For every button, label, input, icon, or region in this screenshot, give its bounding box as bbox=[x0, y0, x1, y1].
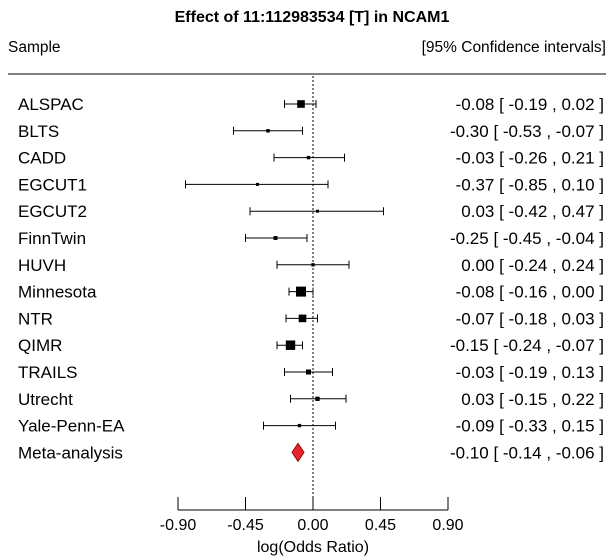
study-rows: ALSPAC -0.08 [ -0.19 , 0.02 ] BLTS -0.30 [ … bbox=[18, 95, 604, 462]
study-estimate-text: -0.08 [ -0.16 , 0.00 ] bbox=[456, 283, 604, 302]
study-row: HUVH 0.00 [ -0.24 , 0.24 ] bbox=[18, 256, 604, 275]
x-axis-label: log(Odds Ratio) bbox=[257, 539, 369, 556]
study-estimate-text: -0.03 [ -0.26 , 0.21 ] bbox=[456, 149, 604, 168]
study-label: NTR bbox=[18, 309, 53, 328]
study-label: EGCUT1 bbox=[18, 175, 87, 194]
point-estimate-marker bbox=[296, 286, 306, 297]
x-tick-label: -0.90 bbox=[160, 517, 197, 534]
study-label: QIMR bbox=[18, 336, 62, 355]
study-label: Utrecht bbox=[18, 390, 73, 409]
study-label: Yale-Penn-EA bbox=[18, 417, 125, 436]
study-row: Utrecht 0.03 [ -0.15 , 0.22 ] bbox=[18, 390, 604, 409]
x-tick-label: 0.45 bbox=[365, 517, 396, 534]
x-tick-label: -0.45 bbox=[227, 517, 264, 534]
study-estimate-text: -0.07 [ -0.18 , 0.03 ] bbox=[456, 309, 604, 328]
point-estimate-marker bbox=[298, 314, 307, 323]
point-estimate-marker bbox=[297, 423, 302, 428]
point-estimate-marker bbox=[316, 209, 319, 213]
summary-diamond bbox=[291, 442, 305, 463]
study-row: Minnesota -0.08 [ -0.16 , 0.00 ] bbox=[18, 283, 604, 302]
summary-estimate-text: -0.10 [ -0.14 , -0.06 ] bbox=[450, 443, 604, 462]
study-label: FinnTwin bbox=[18, 229, 86, 248]
point-estimate-marker bbox=[306, 155, 311, 160]
point-estimate-marker bbox=[315, 396, 320, 401]
study-row: QIMR -0.15 [ -0.24 , -0.07 ] bbox=[18, 336, 604, 355]
point-estimate-marker bbox=[273, 236, 278, 240]
study-row: FinnTwin -0.25 [ -0.45 , -0.04 ] bbox=[18, 229, 604, 248]
summary-row: Meta-analysis -0.10 [ -0.14 , -0.06 ] bbox=[18, 442, 604, 463]
study-row: NTR -0.07 [ -0.18 , 0.03 ] bbox=[18, 309, 604, 328]
point-estimate-marker bbox=[297, 100, 305, 108]
study-label: TRAILS bbox=[18, 363, 78, 382]
study-label: EGCUT2 bbox=[18, 202, 87, 221]
study-row: CADD -0.03 [ -0.26 , 0.21 ] bbox=[18, 149, 604, 168]
x-tick-label: 0.00 bbox=[297, 517, 328, 534]
study-estimate-text: 0.03 [ -0.15 , 0.22 ] bbox=[461, 390, 604, 409]
point-estimate-marker bbox=[266, 129, 270, 133]
study-row: EGCUT1 -0.37 [ -0.85 , 0.10 ] bbox=[18, 175, 604, 194]
study-row: BLTS -0.30 [ -0.53 , -0.07 ] bbox=[18, 122, 604, 141]
study-estimate-text: -0.08 [ -0.19 , 0.02 ] bbox=[456, 95, 604, 114]
study-estimate-text: -0.09 [ -0.33 , 0.15 ] bbox=[456, 417, 604, 436]
study-row: TRAILS -0.03 [ -0.19 , 0.13 ] bbox=[18, 363, 604, 382]
study-estimate-text: 0.03 [ -0.42 , 0.47 ] bbox=[461, 202, 604, 221]
study-estimate-text: -0.37 [ -0.85 , 0.10 ] bbox=[456, 175, 604, 194]
study-label: ALSPAC bbox=[18, 95, 84, 114]
x-axis: -0.90 -0.45 0.00 0.45 0.90 bbox=[160, 497, 464, 534]
study-estimate-text: -0.30 [ -0.53 , -0.07 ] bbox=[450, 122, 604, 141]
chart-title: Effect of 11:112983534 [T] in NCAM1 bbox=[175, 9, 450, 26]
study-label: HUVH bbox=[18, 256, 66, 275]
x-tick-label: 0.90 bbox=[432, 517, 463, 534]
study-label: CADD bbox=[18, 149, 66, 168]
study-row: Yale-Penn-EA -0.09 [ -0.33 , 0.15 ] bbox=[18, 417, 604, 436]
ci-column-header: [95% Confidence intervals] bbox=[422, 39, 606, 56]
study-estimate-text: -0.15 [ -0.24 , -0.07 ] bbox=[450, 336, 604, 355]
study-row: EGCUT2 0.03 [ -0.42 , 0.47 ] bbox=[18, 202, 604, 221]
summary-label: Meta-analysis bbox=[18, 443, 123, 462]
point-estimate-marker bbox=[256, 182, 259, 186]
study-estimate-text: -0.03 [ -0.19 , 0.13 ] bbox=[456, 363, 604, 382]
point-estimate-marker bbox=[285, 340, 296, 350]
study-label: Minnesota bbox=[18, 283, 97, 302]
sample-column-header: Sample bbox=[8, 39, 61, 56]
study-estimate-text: -0.25 [ -0.45 , -0.04 ] bbox=[450, 229, 604, 248]
point-estimate-marker bbox=[306, 369, 311, 375]
study-label: BLTS bbox=[18, 122, 59, 141]
study-estimate-text: 0.00 [ -0.24 , 0.24 ] bbox=[461, 256, 604, 275]
study-row: ALSPAC -0.08 [ -0.19 , 0.02 ] bbox=[18, 95, 604, 114]
